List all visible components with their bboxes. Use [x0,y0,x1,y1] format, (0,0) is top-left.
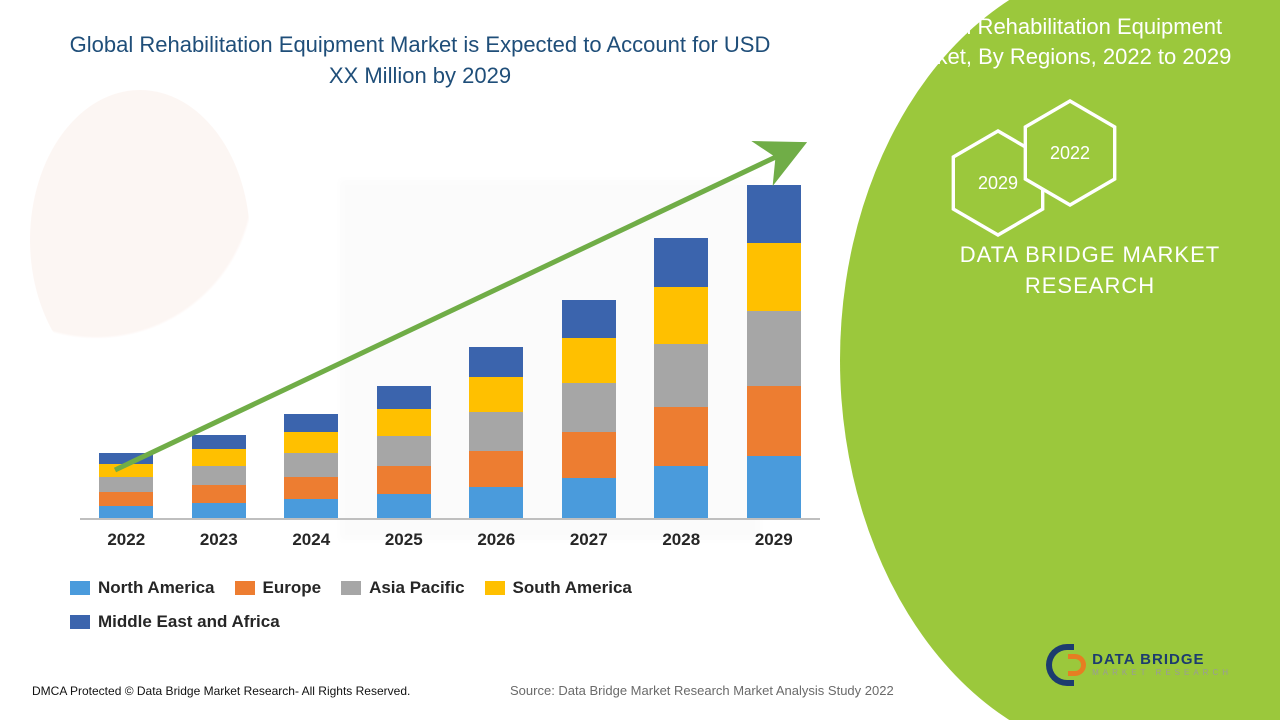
chart-legend: North America Europe Asia Pacific South Ame… [70,578,830,632]
bar-segment [562,338,616,383]
bar-segment [562,300,616,338]
bar-segment [377,409,431,436]
bar-segment [654,287,708,344]
bar-column [562,300,616,518]
bar-segment [747,311,801,386]
bar-segment [99,492,153,506]
x-tick-label: 2027 [570,530,608,550]
bar-segment [469,347,523,377]
bar-segment [192,466,246,485]
bar-segment [377,494,431,518]
legend-label: South America [513,578,632,598]
bar-segment [192,503,246,518]
footer-dmca: DMCA Protected © Data Bridge Market Rese… [32,684,410,698]
legend-swatch [341,581,361,595]
hex-year-2: 2022 [1027,103,1113,203]
footer-source: Source: Data Bridge Market Research Mark… [510,683,894,698]
logo-mark [1046,644,1082,686]
bar-segment [377,466,431,494]
hexagon-badges: 2029 2022 [955,115,1175,235]
bar-segment [99,453,153,464]
x-axis-line [80,518,820,520]
side-panel-brand: DATA BRIDGE MARKET RESEARCH [940,240,1240,302]
bar-segment [192,435,246,449]
bar-column [469,347,523,518]
legend-item: Europe [235,578,322,598]
legend-label: North America [98,578,215,598]
bar-column [654,238,708,518]
bar-column [747,185,801,518]
bar-segment [192,449,246,466]
bar-segment [99,477,153,492]
side-panel: Global Rehabilitation Equipment Market, … [840,0,1280,720]
bar-segment [99,506,153,518]
bar-segment [284,453,338,477]
bar-segment [192,485,246,503]
bar-segment [377,386,431,409]
x-tick-label: 2024 [292,530,330,550]
data-bridge-logo: DATA BRIDGE MARKET RESEARCH [1046,644,1232,686]
bar-segment [469,451,523,487]
bar-segment [562,478,616,518]
x-tick-label: 2026 [477,530,515,550]
logo-text-main: DATA BRIDGE [1092,652,1232,669]
x-tick-label: 2025 [385,530,423,550]
x-tick-label: 2029 [755,530,793,550]
bar-segment [469,412,523,451]
bar-segment [284,432,338,453]
legend-swatch [485,581,505,595]
x-tick-label: 2022 [107,530,145,550]
bar-segment [469,487,523,518]
x-axis-labels: 2022 2023 2024 2025 2026 2027 2028 2029 [80,530,820,550]
legend-swatch [70,615,90,629]
legend-item: South America [485,578,632,598]
bar-segment [747,456,801,518]
bar-segment [654,344,708,407]
bar-column [377,386,431,518]
legend-label: Europe [263,578,322,598]
bar-segment [654,238,708,287]
bar-segment [654,466,708,518]
bar-segment [747,386,801,456]
bar-segment [654,407,708,466]
x-tick-label: 2028 [662,530,700,550]
legend-label: Middle East and Africa [98,612,280,632]
side-panel-title: Global Rehabilitation Equipment Market, … [880,12,1250,71]
bar-segment [562,432,616,478]
bar-segment [284,499,338,518]
x-tick-label: 2023 [200,530,238,550]
bar-segment [99,464,153,477]
legend-swatch [70,581,90,595]
bar-segment [562,383,616,432]
stacked-bar-chart: 20222023202420252026202720282029 [80,140,820,520]
bar-segment [747,185,801,243]
bar-column [99,453,153,518]
bar-segment [284,477,338,499]
bar-segment [284,414,338,432]
legend-label: Asia Pacific [369,578,464,598]
legend-item: North America [70,578,215,598]
legend-item: Asia Pacific [341,578,464,598]
chart-title: Global Rehabilitation Equipment Market i… [60,30,780,92]
legend-item: Middle East and Africa [70,612,280,632]
legend-swatch [235,581,255,595]
bar-group [80,158,820,518]
bar-segment [747,243,801,311]
bar-column [192,435,246,518]
bar-segment [377,436,431,466]
bar-column [284,414,338,518]
logo-text-sub: MARKET RESEARCH [1092,669,1232,678]
bar-segment [469,377,523,412]
